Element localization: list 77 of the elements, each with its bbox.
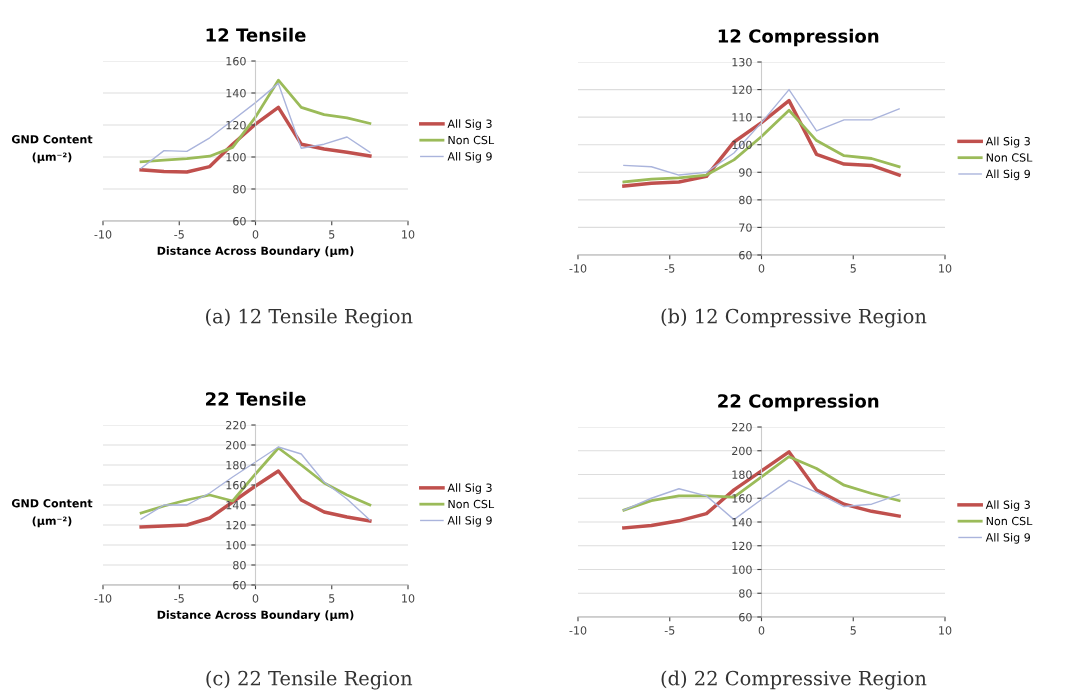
x-tick-label: 10 — [939, 264, 952, 273]
line-series — [622, 455, 901, 512]
legend-label: All Sig 3 — [985, 136, 1030, 148]
text: (d) 22 Compressive Region — [661, 670, 927, 690]
y-tick-label: 200 — [226, 440, 246, 450]
y-tick-label: 100 — [732, 565, 752, 574]
x-tick-label: 10 — [402, 230, 415, 239]
line-series — [139, 469, 372, 529]
legend-label: Non CSL — [986, 153, 1033, 162]
y-tick-label: 120 — [226, 520, 246, 530]
y-tick-label: 80 — [233, 560, 246, 570]
x-tick-label: 0 — [758, 626, 765, 635]
y-tick-label: 60 — [739, 612, 752, 622]
y-tick-label: 160 — [226, 56, 246, 66]
x-tick-label: 10 — [402, 594, 415, 603]
x-tick-label: 10 — [939, 626, 952, 635]
y-tick-label: 140 — [226, 88, 246, 98]
line-series — [622, 108, 901, 184]
chart-title: 12 Tensile — [206, 27, 306, 42]
y-tick-label: 120 — [732, 85, 752, 94]
chart-title: 22 Compression — [718, 393, 879, 412]
chart-title: 12 Compression — [718, 28, 879, 47]
legend-label: All Sig 9 — [985, 169, 1030, 181]
text: (c) 22 Tensile Region — [206, 670, 413, 690]
legend-label: All Sig 9 — [985, 532, 1030, 544]
chart-title: 22 Tensile — [206, 391, 306, 406]
y-tick-label: 100 — [226, 540, 246, 550]
legend-label: All Sig 3 — [447, 483, 492, 495]
legend-label: All Sig 3 — [447, 119, 492, 131]
x-tick-label: -10 — [569, 264, 587, 273]
x-tick-label: 0 — [252, 230, 259, 239]
x-tick-label: -5 — [664, 626, 675, 635]
y-tick-label: 220 — [732, 422, 752, 432]
x-axis-title: Distance Across Boundary (µm) — [157, 610, 354, 622]
x-tick-label: -5 — [174, 594, 184, 603]
y-axis-title: GND Content (µm⁻²) — [11, 135, 93, 164]
legend-label: Non CSL — [986, 516, 1033, 526]
legend-label: Non CSL — [448, 499, 495, 509]
legend-label: All Sig 3 — [985, 500, 1030, 512]
x-tick-label: -5 — [664, 264, 675, 273]
y-axis-title: GND Content (µm⁻²) — [11, 499, 93, 528]
y-tick-label: 60 — [739, 250, 752, 260]
y-tick-label: 140 — [732, 517, 752, 527]
y-tick-label: 200 — [732, 446, 752, 456]
y-tick-label: 60 — [233, 216, 246, 226]
text: (a) 12 Tensile Region — [206, 308, 413, 328]
y-tick-label: 120 — [732, 541, 752, 551]
x-tick-label: 5 — [850, 264, 856, 273]
y-tick-label: 180 — [732, 470, 752, 479]
y-tick-label: 180 — [226, 460, 246, 470]
text: (b) 12 Compressive Region — [661, 308, 927, 328]
x-tick-label: 5 — [850, 626, 856, 635]
legend-label: All Sig 9 — [447, 515, 492, 527]
x-tick-label: 0 — [758, 264, 765, 273]
y-tick-label: 100 — [226, 152, 246, 162]
x-tick-label: 5 — [329, 594, 335, 603]
y-tick-label: 60 — [233, 580, 246, 590]
x-tick-label: -5 — [174, 230, 184, 239]
x-tick-label: 5 — [329, 230, 335, 239]
y-tick-label: 80 — [233, 184, 246, 194]
y-tick-label: 80 — [739, 195, 752, 205]
x-tick-label: -10 — [94, 230, 112, 239]
y-tick-label: 160 — [732, 494, 752, 503]
legend-label: All Sig 9 — [447, 151, 492, 163]
y-tick-label: 160 — [226, 480, 246, 490]
x-tick-label: -10 — [569, 626, 587, 635]
x-tick-label: 0 — [252, 594, 259, 603]
y-tick-label: 90 — [739, 168, 752, 177]
y-tick-label: 130 — [732, 57, 752, 67]
x-axis-title: Distance Across Boundary (µm) — [157, 246, 354, 258]
y-tick-label: 220 — [226, 420, 246, 430]
y-tick-label: 110 — [732, 113, 752, 122]
x-tick-label: -10 — [94, 594, 112, 603]
y-tick-label: 120 — [226, 120, 246, 130]
legend-label: Non CSL — [448, 135, 495, 145]
y-tick-label: 70 — [739, 223, 752, 232]
y-tick-label: 80 — [739, 589, 752, 598]
